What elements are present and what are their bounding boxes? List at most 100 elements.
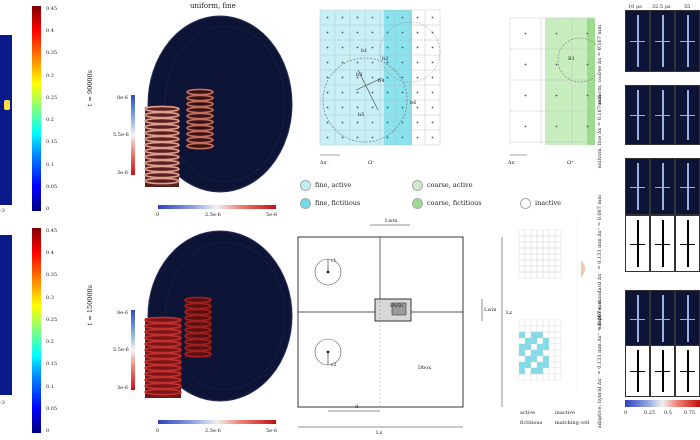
domain-label-left: Lz <box>506 310 512 316</box>
grid-label-b1: b1 <box>361 48 368 54</box>
grid-node <box>524 94 527 97</box>
domain-diagram <box>297 224 503 428</box>
grid-node <box>356 16 359 19</box>
result-cell <box>675 158 700 215</box>
colorbar-tick: 0.2 <box>46 339 54 346</box>
grid-node <box>341 16 344 19</box>
sim-vert-tick-bottom-0: 8e-6 <box>117 310 129 316</box>
grid-node <box>386 121 389 124</box>
result-cell <box>675 345 700 397</box>
col-header-2: 55 <box>684 4 691 10</box>
grid-node <box>431 76 434 79</box>
grid-node <box>524 125 527 128</box>
legend-inactive-label: inactive <box>535 199 561 207</box>
grid-label-b6: b6 <box>410 100 417 106</box>
grid-right-omega: Ω⁺ <box>567 160 574 166</box>
grid-right-label: B1 <box>568 56 575 62</box>
sim-vert-tick-bottom-2: 3e-6 <box>117 385 129 391</box>
grid-node <box>371 61 374 64</box>
grid-node <box>416 16 419 19</box>
legend-fine-active-label: fine, active <box>315 181 352 189</box>
right-bar-tick-3: 0.75 <box>684 410 696 416</box>
colorbar-tick: 0.15 <box>46 361 58 368</box>
colorbar-tick: 0.25 <box>46 316 58 323</box>
grid-node <box>371 31 374 34</box>
grid-xlabel-1: Ω⁻ <box>368 160 375 166</box>
colorbar-top-ticks: 0.45 0.4 0.35 0.3 0.25 0.2 0.15 0.1 0.05 0 <box>46 4 76 214</box>
legend-coarse-fictitious-label: coarse, fictitious <box>427 199 482 207</box>
result-cell <box>675 290 700 347</box>
colorbar-tick: 0.45 <box>46 6 58 12</box>
colorbar-tick: 0.45 <box>46 228 58 234</box>
colorbar-bottom-ticks: 0.45 0.4 0.35 0.3 0.25 0.2 0.15 0.1 0.05 0 <box>46 226 76 436</box>
col-header-1: 32.5 μs <box>652 4 671 10</box>
grid-node <box>586 63 589 66</box>
legend-inactive-swatch <box>520 198 531 209</box>
sim-vert-tick-bottom-1: 5.5e-6 <box>113 347 129 353</box>
grid-node <box>371 106 374 109</box>
grid-node <box>326 76 329 79</box>
grid-node <box>371 16 374 19</box>
time-label-bottom: t = 150000s <box>86 285 94 326</box>
grid-label-b4: b4 <box>378 78 385 84</box>
grid-node <box>401 91 404 94</box>
grid-diagram <box>319 9 441 156</box>
grid-node <box>386 91 389 94</box>
result-cell <box>650 215 675 272</box>
grid-node <box>326 46 329 49</box>
grid-node <box>341 61 344 64</box>
grid-node <box>586 94 589 97</box>
sim-horiz-tick-bottom-0: 0 <box>156 428 160 434</box>
col-header-0: 10 μs <box>628 4 642 10</box>
grid-node <box>371 91 374 94</box>
legend-coarse-active-swatch <box>412 180 423 191</box>
grid-node <box>431 91 434 94</box>
legend-fine-active-swatch <box>300 180 311 191</box>
right-bottom-colorbar <box>625 400 700 407</box>
grid-node <box>356 121 359 124</box>
row-label-3: adaptive, hybrid Δx⁻ = 0.133 mm Δx⁺ = 0.… <box>597 300 603 429</box>
grid-node <box>326 121 329 124</box>
grid-node <box>326 136 329 139</box>
grid-node <box>386 106 389 109</box>
grid-node <box>356 76 359 79</box>
domain-label-top: Lwin <box>385 218 398 224</box>
legend-coarse-fictitious-swatch <box>412 198 423 209</box>
grid-node <box>341 76 344 79</box>
left-panel-top-fragment <box>0 35 12 205</box>
domain-label-r2: r2 <box>331 362 337 368</box>
time-label-top: t = 90000s <box>86 70 94 107</box>
grid-node <box>371 46 374 49</box>
colorbar-tick: 0.3 <box>46 294 54 301</box>
legend-fine-fictitious-label: fine, fictitious <box>315 199 361 207</box>
grid-diagram-right <box>509 17 600 156</box>
result-cell <box>625 158 650 215</box>
result-cell <box>650 158 675 215</box>
grid-node <box>416 106 419 109</box>
domain-label-window: Dwin <box>390 303 404 309</box>
grid-node <box>326 106 329 109</box>
result-cell <box>625 10 650 72</box>
grid-node <box>431 31 434 34</box>
sim-vert-tick-top-1: 5.5e-6 <box>113 132 129 138</box>
grid-node <box>326 61 329 64</box>
colorbar-tick: 0 <box>46 206 50 212</box>
grid-node <box>341 46 344 49</box>
grid-node <box>416 121 419 124</box>
colorbar-tick: 0.25 <box>46 94 58 101</box>
grid-node <box>524 32 527 35</box>
domain-label-inner: Dbox <box>418 365 432 371</box>
grid-node <box>326 16 329 19</box>
grid-node <box>524 63 527 66</box>
result-cell <box>675 10 700 72</box>
grid-node <box>431 16 434 19</box>
grid-xlabel-0: Δx⁻ <box>320 160 330 166</box>
grid-node <box>431 106 434 109</box>
colorbar-tick: 0.4 <box>46 250 54 257</box>
domain-label-d: d <box>355 404 359 410</box>
sim-horiz-tick-top-2: 5e-6 <box>266 212 278 218</box>
small-legend-1: inactive <box>555 410 575 416</box>
left-panel-bottom-fragment <box>0 235 12 395</box>
grid-node <box>416 31 419 34</box>
grid-node <box>386 31 389 34</box>
